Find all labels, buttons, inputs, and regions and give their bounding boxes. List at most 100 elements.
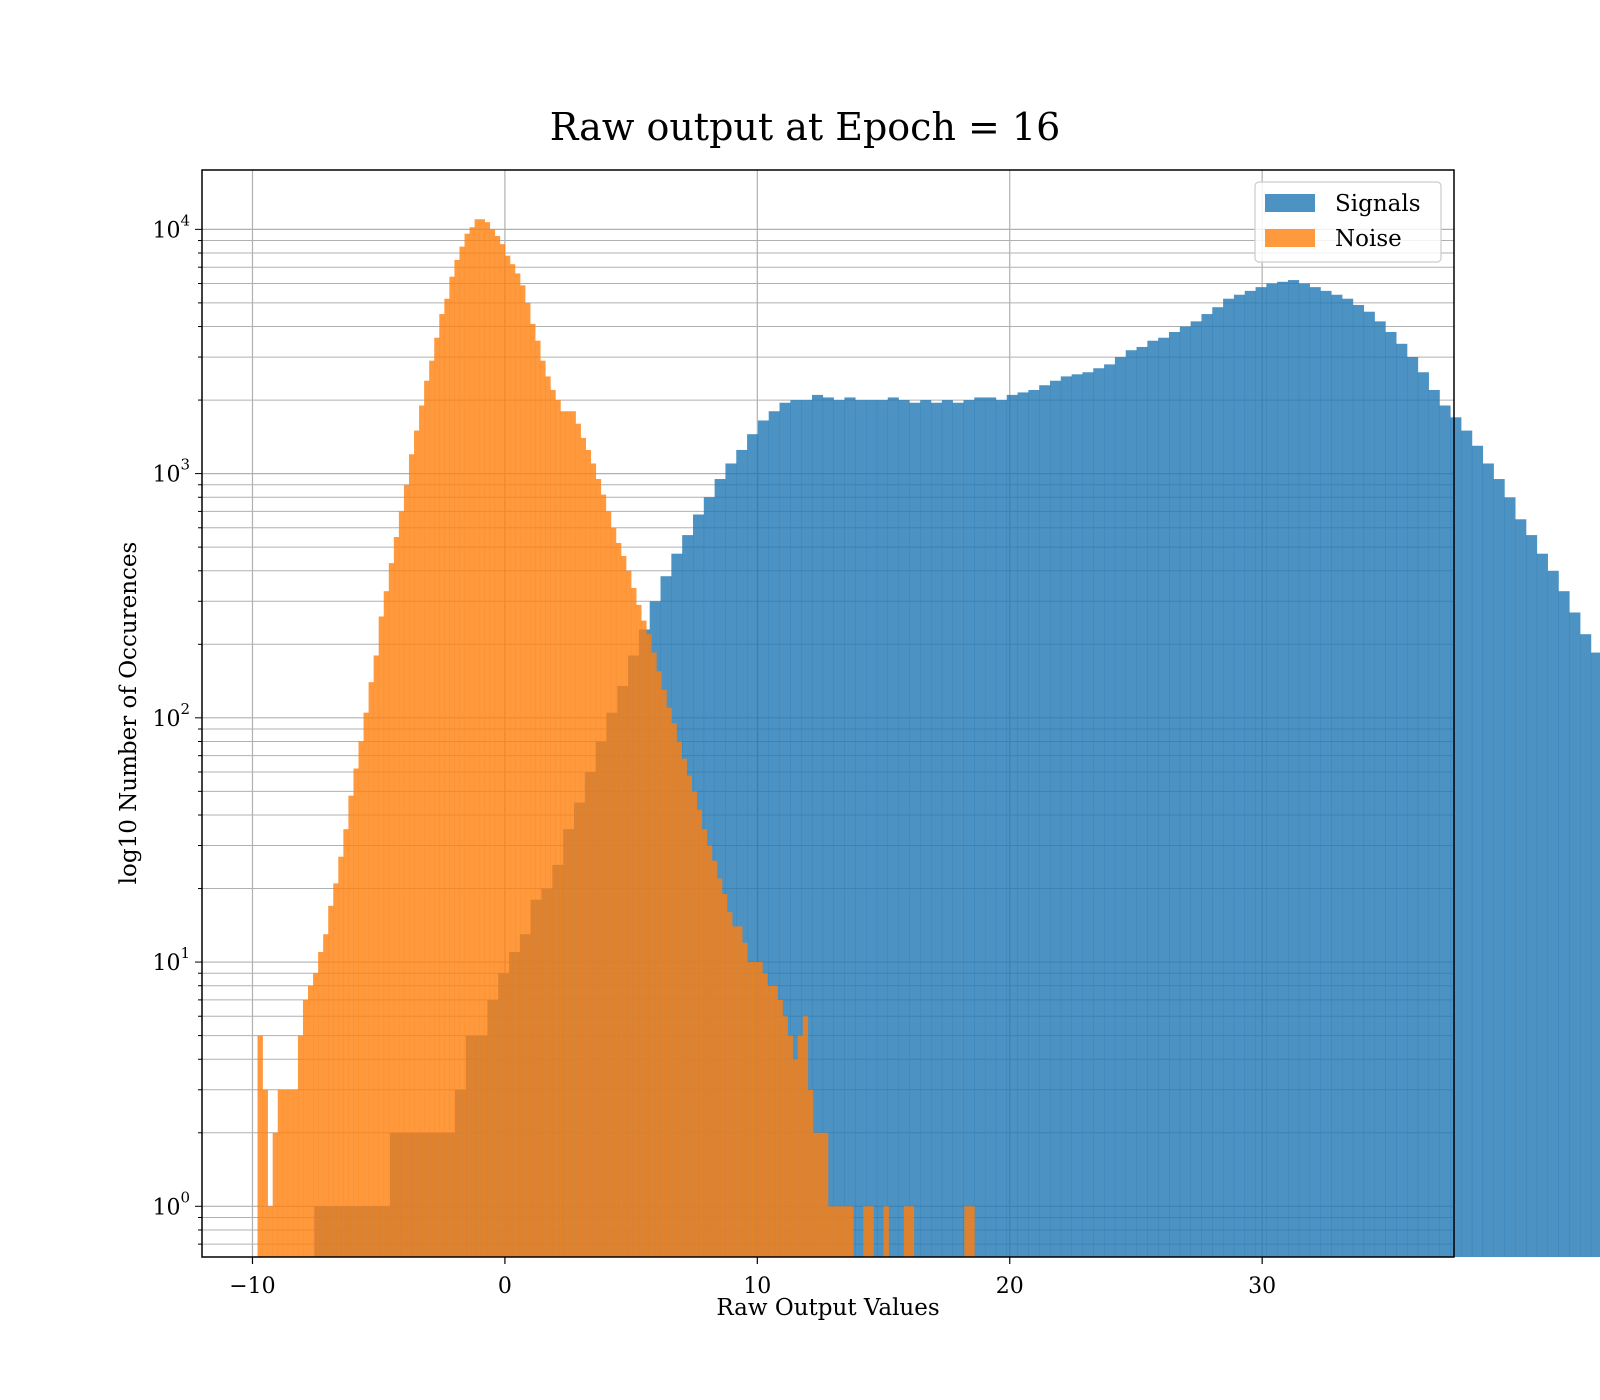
y-axis-label: log10 Number of Occurences: [116, 542, 142, 885]
histogram-bar: [1288, 280, 1300, 1257]
histogram-bar: [509, 264, 516, 1257]
histogram-bar: [1471, 445, 1484, 1257]
histogram-bar: [444, 298, 450, 1258]
histogram-bar: [903, 1206, 910, 1257]
histogram-bar: [1526, 535, 1538, 1257]
histogram-bar: [822, 1132, 829, 1257]
histogram-bar: [1590, 652, 1600, 1257]
histogram-bar: [790, 400, 802, 1258]
histogram-bar: [575, 423, 581, 1257]
histogram-bar: [600, 494, 607, 1258]
histogram-bar: [1233, 294, 1246, 1257]
histogram-bar: [883, 1206, 889, 1257]
histogram-bar: [725, 463, 737, 1257]
histogram-bar: [768, 411, 780, 1258]
histogram-bar: [1298, 283, 1310, 1257]
histogram-bar: [605, 511, 612, 1257]
histogram-bar: [388, 563, 395, 1257]
histogram-bar: [343, 829, 349, 1257]
histogram-bar: [368, 682, 374, 1257]
histogram-bar: [1547, 570, 1559, 1257]
histogram-bar: [985, 397, 997, 1258]
histogram-bar: [530, 323, 536, 1257]
x-tick-label: 0: [498, 1274, 512, 1299]
histogram-bar: [848, 1206, 854, 1257]
histogram-bar: [262, 1089, 268, 1257]
histogram-bar: [941, 400, 953, 1258]
histogram-bar: [1017, 392, 1029, 1257]
histogram-bar: [1223, 298, 1235, 1258]
histogram-bar: [408, 454, 415, 1257]
histogram-bar: [1093, 368, 1105, 1257]
legend-swatch-signals: [1265, 194, 1315, 212]
histogram-bar: [378, 616, 385, 1257]
histogram-bar: [358, 741, 364, 1257]
histogram-bar: [590, 463, 597, 1257]
histogram-bar: [373, 655, 379, 1257]
histogram-bar: [621, 555, 627, 1257]
histogram-bar: [801, 400, 813, 1258]
histogram-bar: [1039, 385, 1051, 1257]
histogram-bar: [424, 380, 430, 1257]
histogram-bar: [920, 400, 932, 1258]
histogram-bar: [479, 219, 486, 1258]
histogram-bar: [1461, 430, 1473, 1258]
histogram-bar: [1309, 287, 1321, 1257]
legend-label-noise: Noise: [1335, 226, 1402, 252]
histogram-bar: [1201, 314, 1213, 1258]
x-axis-label: Raw Output Values: [716, 1295, 939, 1321]
histogram-bar: [779, 402, 791, 1258]
histogram-bar: [1320, 290, 1332, 1258]
histogram-bar: [550, 389, 556, 1257]
histogram-bar: [363, 712, 369, 1257]
histogram-bar: [1580, 634, 1592, 1257]
histogram-bar: [525, 302, 531, 1257]
histogram-bar: [434, 337, 440, 1257]
histogram-bar: [833, 1206, 839, 1257]
histogram-bar: [464, 233, 470, 1257]
histogram-bar: [494, 235, 501, 1258]
histogram-bar: [484, 222, 491, 1258]
histogram-bar: [772, 985, 778, 1257]
histogram-bar: [757, 420, 770, 1258]
histogram-bar: [535, 340, 541, 1257]
histogram-bar: [439, 314, 445, 1258]
histogram-bar: [802, 1016, 809, 1257]
histogram-bar: [844, 397, 856, 1258]
histogram-bar: [762, 973, 768, 1257]
legend-label-signals: Signals: [1335, 191, 1421, 217]
histogram-bar: [1169, 331, 1181, 1258]
histogram-bar: [454, 259, 460, 1257]
histogram-bar: [393, 537, 400, 1257]
histogram-bar: [721, 893, 728, 1257]
histogram-bar: [995, 400, 1008, 1258]
histogram-bar: [1385, 331, 1397, 1258]
histogram-bar: [752, 962, 758, 1257]
histogram-bar: [489, 229, 496, 1258]
histogram-bar: [459, 246, 465, 1258]
histogram-bar: [1277, 281, 1289, 1258]
histogram-bar: [383, 591, 390, 1257]
histogram-bar: [866, 400, 878, 1258]
histogram-bar: [429, 360, 435, 1257]
legend: Signals Noise: [1254, 181, 1442, 263]
histogram-bar: [887, 397, 899, 1258]
histogram-bar: [414, 430, 420, 1258]
histogram-bar: [676, 741, 682, 1257]
histogram-bar: [661, 689, 667, 1257]
legend-swatch-noise: [1265, 229, 1315, 247]
histogram-bar: [610, 527, 617, 1257]
histogram-bar: [302, 999, 309, 1257]
histogram-bar: [656, 671, 662, 1257]
histogram-bar: [348, 795, 354, 1257]
histogram-bar: [838, 1206, 844, 1257]
histogram-bar: [1352, 305, 1365, 1257]
histogram-bar: [727, 912, 733, 1257]
histogram-bar: [449, 276, 455, 1257]
histogram-bar: [1136, 346, 1148, 1257]
histogram-bar: [646, 634, 652, 1257]
histogram-bar: [1363, 311, 1375, 1258]
histogram-bar: [908, 1206, 915, 1257]
